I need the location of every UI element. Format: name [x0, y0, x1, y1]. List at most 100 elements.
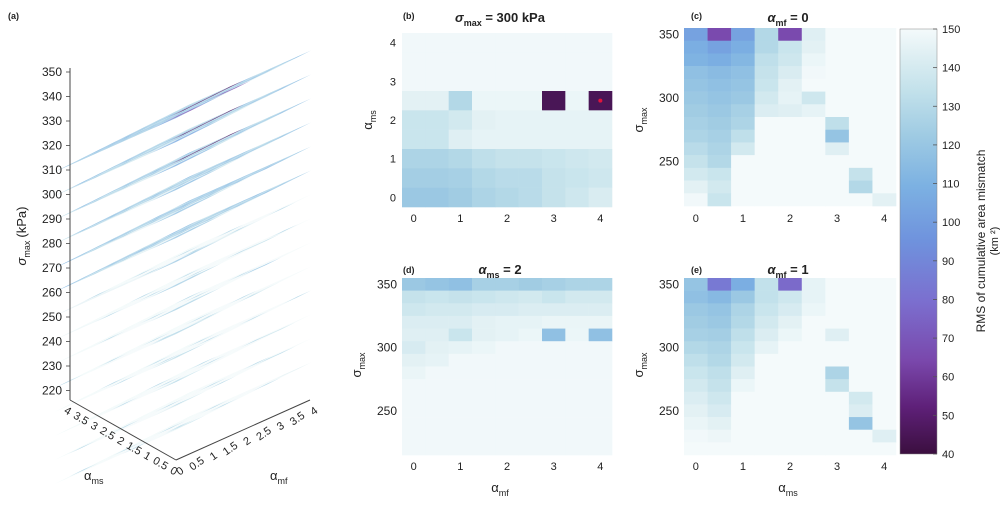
panel-a-layer-cell: [111, 323, 140, 337]
panel-c-cell: [872, 167, 897, 181]
panel-a-layer-cell: [215, 344, 244, 358]
panel-a-layer-cell: [242, 92, 271, 106]
panel-e-cell: [684, 442, 708, 456]
panel-a-layer-cell: [167, 226, 196, 240]
panel-c-cell: [731, 180, 755, 194]
panel-a-layer-cell: [135, 434, 164, 448]
panel-a-layer-cell: [144, 401, 173, 415]
panel-c-cell: [684, 193, 708, 207]
panel-a-layer-cell: [96, 235, 125, 249]
panel-a-layer-cell: [182, 314, 211, 328]
panel-a-layer-cell: [69, 463, 98, 477]
panel-e-cell: [754, 404, 779, 418]
panel-e-cell: [825, 303, 850, 317]
panel-a-layer-cell: [159, 274, 188, 288]
panel-a-layer-cell: [113, 322, 142, 336]
panel-a-layer-cell: [113, 370, 142, 384]
panel-e-x-tick: 4: [881, 461, 887, 473]
panel-d-cell: [518, 366, 543, 380]
panel-b-cell: [518, 168, 543, 188]
panel-a-layer-cell: [171, 149, 200, 163]
panel-d-cell: [472, 290, 496, 304]
panel-e-cell: [848, 442, 873, 456]
panel-a-layer-cell: [128, 338, 157, 352]
panel-c-cell: [707, 53, 732, 67]
panel-a-layer-cell: [128, 218, 157, 232]
panel-a-layer-cell: [81, 218, 110, 232]
panel-a-layer-cell: [155, 350, 184, 364]
panel-b-cell: [448, 71, 473, 92]
panel-a-layer-cell: [135, 146, 164, 160]
panel-c-cell: [848, 193, 873, 207]
panel-a-layer-cell: [128, 362, 157, 376]
panel-a-layer-cell: [177, 343, 206, 357]
panel-a-layer-cell: [141, 404, 170, 418]
panel-d-cell: [448, 303, 473, 317]
panel-a-layer-cell: [282, 98, 311, 112]
panel-c-cell: [848, 40, 873, 54]
panel-c-cell: [825, 66, 850, 80]
colorbar-tick-label: 130: [942, 101, 960, 113]
panel-b-cell: [565, 149, 589, 169]
panel-e-cell: [872, 379, 897, 393]
panel-d-cell: [402, 353, 426, 367]
panel-d-cell: [425, 429, 449, 443]
panel-a-layer-cell: [150, 283, 179, 297]
panel-c-cell: [872, 91, 897, 105]
panel-a-layer-cell: [126, 340, 155, 354]
panel-d-y-tick: 300: [377, 341, 397, 355]
panel-d-cell: [402, 315, 426, 329]
panel-a-layer-cell: [224, 127, 253, 141]
panel-a-layer-cell: [194, 94, 223, 108]
panel-a-layer-cell: [123, 151, 152, 165]
panel-b-x-tick: 3: [551, 213, 557, 225]
panel-a-layer-cell: [135, 410, 164, 424]
panel-a-layer-cell: [197, 163, 226, 177]
panel-e-cell: [778, 341, 803, 355]
panel-e-cell: [801, 315, 826, 329]
panel-a-layer-cell: [54, 230, 83, 244]
panel-a-layer-cell: [240, 190, 269, 204]
panel-b-cell: [518, 187, 543, 208]
panel-d-cell: [588, 278, 613, 291]
panel-a-layer-cell: [255, 326, 284, 340]
panel-a-layer-cell: [144, 185, 173, 199]
panel-a-layer-cell: [173, 100, 202, 114]
panel-d-cell: [472, 303, 496, 317]
panel-e-cell: [707, 442, 732, 456]
panel-c-cell: [684, 104, 708, 118]
panel-c-cell: [707, 193, 732, 207]
panel-a-layer-cell: [183, 361, 212, 375]
panel-a-layer-cell: [114, 440, 143, 454]
panel-a-layer-cell: [197, 211, 226, 225]
panel-a-layer-cell: [197, 283, 226, 297]
panel-a-layer-cell: [143, 259, 172, 273]
panel-a-layer-cell: [162, 350, 191, 364]
panel-a-layer-cell: [84, 335, 113, 349]
panel-a-layer-cell: [152, 305, 181, 319]
panel-a-layer-cell: [110, 301, 139, 315]
panel-a-layer-cell: [188, 212, 217, 226]
panel-b-cell: [402, 33, 426, 53]
panel-a-layer-cell: [215, 272, 244, 286]
panel-a-layer-cell: [128, 314, 157, 328]
panel-a-layer-cell: [237, 121, 266, 135]
panel-d-cell: [448, 353, 473, 367]
panel-a-layer-cell: [164, 253, 193, 267]
panel-a-layer-cell: [171, 173, 200, 187]
panel-a-layer-cell: [225, 173, 254, 187]
panel-a-layer-cell: [170, 271, 199, 285]
panel-b-cell: [472, 52, 496, 72]
panel-e-cell: [707, 278, 732, 291]
panel-a-layer-cell: [213, 106, 242, 120]
panel-a-layer-cell: [240, 70, 269, 84]
panel-a-layer-cell: [129, 169, 158, 183]
panel-b-cell: [425, 33, 449, 53]
panel-e-cell: [707, 366, 732, 380]
panel-a-layer-cell: [54, 302, 83, 316]
panel-a-layer-cell: [153, 160, 182, 174]
panel-a-layer-cell: [138, 239, 167, 253]
panel-a-layer-cell: [149, 308, 178, 322]
